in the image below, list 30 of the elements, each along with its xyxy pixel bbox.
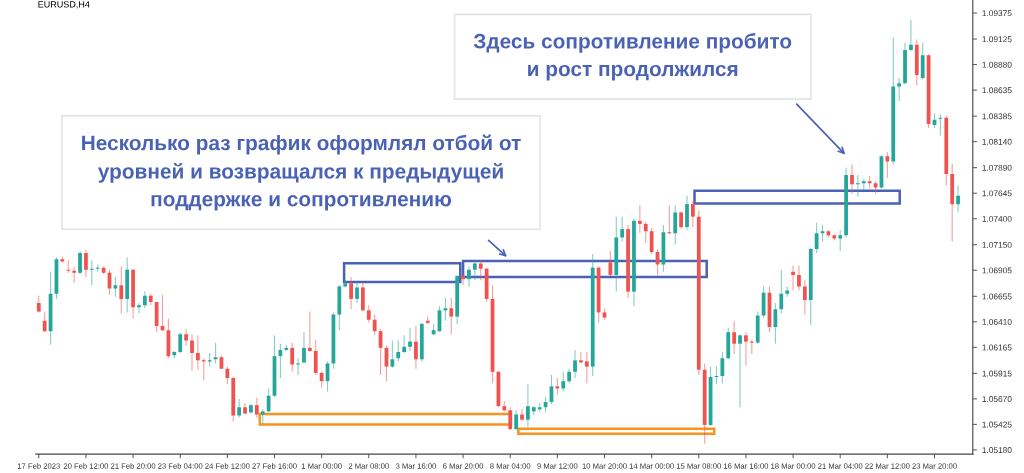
y-tick-label: 1.05915 xyxy=(982,370,1012,377)
y-tick-label: 1.08880 xyxy=(982,61,1012,68)
y-tick-label: 1.08635 xyxy=(982,87,1012,94)
y-tick-label: 1.07645 xyxy=(982,190,1012,197)
y-tick-label: 1.07400 xyxy=(982,215,1012,222)
candlestick xyxy=(72,266,77,284)
y-tick-label: 1.06655 xyxy=(982,293,1012,300)
y-tick-label: 1.06165 xyxy=(982,344,1012,351)
y-tick-label: 1.05180 xyxy=(982,447,1012,454)
y-tick-label: 1.05425 xyxy=(982,421,1012,428)
y-tick-label: 1.06905 xyxy=(982,267,1012,274)
y-tick-label: 1.08140 xyxy=(982,138,1012,145)
y-tick-label: 1.07150 xyxy=(982,241,1012,248)
y-tick-label: 1.07890 xyxy=(982,164,1012,171)
candlestick xyxy=(243,402,247,416)
annotation: Несколько раз график оформлял отбой от уровней и возвращался к предыдущей поддержке и сопротивлению xyxy=(82,134,521,211)
y-tick-label: 1.06410 xyxy=(982,319,1012,325)
candlestick xyxy=(296,357,300,376)
y-tick-label: 1.09375 xyxy=(982,10,1012,17)
candlestick xyxy=(137,302,141,315)
y-tick-label: 1.08385 xyxy=(982,113,1012,120)
y-tick-label: 1.05670 xyxy=(982,396,1012,402)
annotation: Здесь сопротивление пробито и рост продолжился xyxy=(473,33,792,81)
candlestick xyxy=(520,408,524,422)
candlestick xyxy=(461,273,465,286)
candlestick xyxy=(579,351,583,365)
candlestick xyxy=(184,328,188,347)
candlestick xyxy=(402,334,407,354)
y-tick-label: 1.09125 xyxy=(982,36,1012,43)
chart-title: EURUSD,H4 xyxy=(38,1,90,9)
